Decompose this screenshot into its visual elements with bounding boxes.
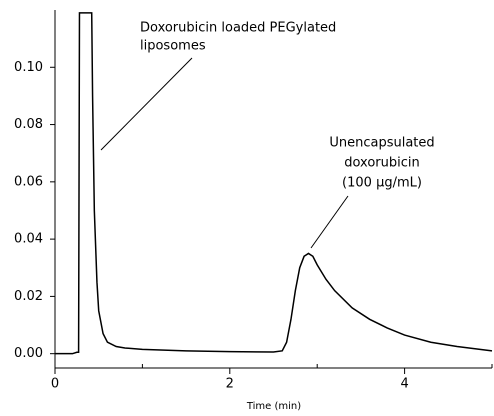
- annotation: (100 µg/mL): [342, 176, 422, 191]
- annotation: Doxorubicin loaded PEGylated: [140, 21, 336, 36]
- y-tick-label: 0.04: [14, 232, 43, 247]
- annotation: liposomes: [140, 39, 206, 54]
- y-tick-label: 0.06: [14, 174, 43, 189]
- x-tick-label: 0: [51, 377, 59, 392]
- annotation: Unencapsulated: [329, 136, 434, 151]
- x-tick-label: 4: [400, 377, 408, 392]
- pointer: [100, 57, 193, 151]
- y-tick-label: 0.08: [14, 117, 43, 132]
- x-axis-label: Time (min): [246, 401, 301, 412]
- y-tick-label: 0.02: [14, 289, 43, 304]
- x-tick-label: 2: [226, 377, 234, 392]
- y-tick-label: 0.00: [14, 346, 43, 361]
- pointer: [310, 195, 349, 249]
- data-line: [55, 12, 493, 355]
- y-tick-label: 0.10: [14, 60, 43, 75]
- annotation: doxorubicin: [344, 156, 420, 171]
